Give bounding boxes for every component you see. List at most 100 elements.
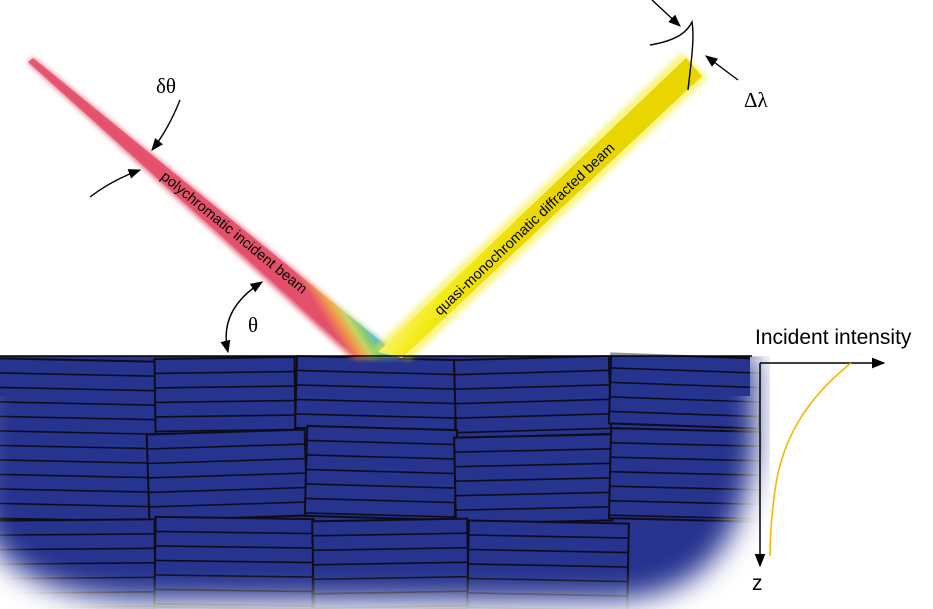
lattice-plane-line: [468, 534, 629, 539]
lattice-plane-line: [304, 512, 455, 518]
lattice-plane-line: [155, 545, 314, 549]
lattice-plane-line: [610, 470, 761, 477]
mosaic-block-body: [607, 352, 763, 430]
mosaic-block: [607, 352, 763, 430]
lattice-plane-line: [306, 439, 457, 446]
intensity-depth-plot: Incident intensity z: [752, 326, 912, 595]
lattice-plane-line: [610, 456, 761, 462]
lattice-plane-line: [154, 588, 313, 593]
lattice-plane-line: [609, 396, 760, 403]
lattice-plane-line: [455, 506, 613, 511]
lattice-plane-line: [147, 443, 306, 450]
lattice-plane-line: [296, 369, 457, 376]
lattice-plane-line: [0, 386, 160, 392]
diffracted-beam-shape: [378, 58, 702, 358]
mosaic-block-body: [0, 357, 161, 523]
delta-lambda-arrow-lower: [704, 55, 739, 81]
lattice-plane-line: [455, 398, 611, 405]
mosaic-block: [153, 356, 297, 435]
lattice-plane-line: [306, 468, 457, 475]
mosaic-block-body: [294, 354, 458, 434]
lattice-plane-line: [306, 454, 457, 460]
lattice-plane-line: [468, 563, 629, 568]
lattice-plane-line: [609, 485, 760, 491]
lattice-plane-line: [295, 398, 456, 405]
mosaic-block: [145, 428, 309, 522]
lattice-plane-line: [154, 385, 295, 389]
lattice-plane-line: [0, 429, 159, 436]
lattice-plane-line: [608, 514, 759, 520]
lattice-plane-line: [0, 547, 155, 551]
lattice-plane-line: [154, 370, 295, 375]
lattice-plane-line: [313, 590, 469, 595]
lattice-plane-line: [455, 413, 611, 419]
lattice-plane-line: [313, 604, 469, 609]
lattice-plane-line: [610, 367, 761, 374]
lattice-plane-line: [454, 462, 612, 468]
incident-intensity-label: Incident intensity: [755, 326, 912, 349]
delta-theta-arrow-lower: [89, 169, 142, 198]
lattice-plane-line: [610, 381, 761, 389]
lattice-plane-line: [454, 448, 612, 453]
diffracted-beam: quasi-monochromatic diffracted beam: [372, 52, 708, 360]
lattice-plane-line: [0, 502, 157, 508]
lattice-plane-line: [312, 532, 468, 537]
lattice-plane-line: [313, 575, 469, 581]
lattice-plane-line: [305, 483, 456, 489]
lattice-plane-line: [312, 546, 468, 552]
incident-beam: polychromatic incident beam: [28, 58, 402, 358]
delta-lambda-label: Δλ: [744, 88, 769, 112]
lattice-plane-line: [0, 576, 156, 580]
mosaic-block: [466, 519, 630, 609]
spectral-peak-curve: [649, 19, 694, 91]
delta-theta-label: δθ: [156, 74, 176, 98]
lattice-plane-line: [155, 399, 296, 404]
lattice-plane-line: [148, 472, 307, 479]
diffracted-beam-label: quasi-monochromatic diffracted beam: [432, 140, 619, 319]
lattice-plane-line: [0, 590, 156, 595]
mosaic-block: [311, 517, 470, 609]
lattice-plane-line: [0, 444, 158, 450]
mosaic-block-body: [153, 356, 297, 435]
lattice-plane-line: [455, 477, 613, 482]
lattice-plane-line: [155, 414, 296, 418]
mosaic-block: [294, 354, 458, 434]
lattice-plane-line: [305, 497, 456, 504]
lattice-plane-line: [155, 530, 314, 535]
theta-arc: [220, 281, 264, 354]
lattice-plane-line: [0, 487, 157, 494]
lattice-plane-line: [609, 499, 760, 506]
lattice-plane-line: [610, 441, 761, 448]
lattice-plane-line: [468, 548, 629, 554]
theta-label: θ: [248, 313, 258, 337]
incident-beam-label: polychromatic incident beam: [157, 169, 309, 298]
mosaic-block-body: [452, 354, 613, 440]
lattice-plane-line: [148, 501, 307, 508]
mosaic-block: [303, 424, 459, 522]
delta-lambda-marker: Δλ: [649, 0, 769, 112]
lattice-plane-line: [147, 457, 306, 465]
lattice-plane-line: [455, 491, 613, 497]
mosaic-block-body: [466, 519, 630, 609]
delta-theta-marker: δθ: [89, 74, 181, 198]
lattice-plane-line: [455, 427, 611, 434]
z-axis-label: z: [752, 572, 763, 595]
lattice-plane-line: [0, 473, 158, 479]
mosaic-block: [452, 354, 613, 440]
lattice-plane-line: [0, 532, 155, 537]
lattice-plane-line: [296, 384, 457, 390]
lattice-plane-line: [295, 413, 456, 419]
lattice-plane-line: [609, 410, 760, 418]
mosaic-block: [0, 357, 161, 523]
delta-theta-arrow-upper: [151, 99, 181, 151]
intensity-decay-curve: [769, 362, 852, 557]
lattice-plane-line: [312, 561, 468, 566]
incident-beam-core: [28, 58, 400, 357]
lattice-plane-line: [0, 415, 159, 421]
lattice-plane-line: [0, 605, 156, 609]
lattice-plane-line: [0, 400, 159, 407]
lattice-plane-line: [154, 603, 313, 607]
lattice-plane-line: [454, 384, 610, 390]
lattice-plane-line: [467, 577, 628, 583]
lattice-plane-line: [148, 486, 307, 494]
